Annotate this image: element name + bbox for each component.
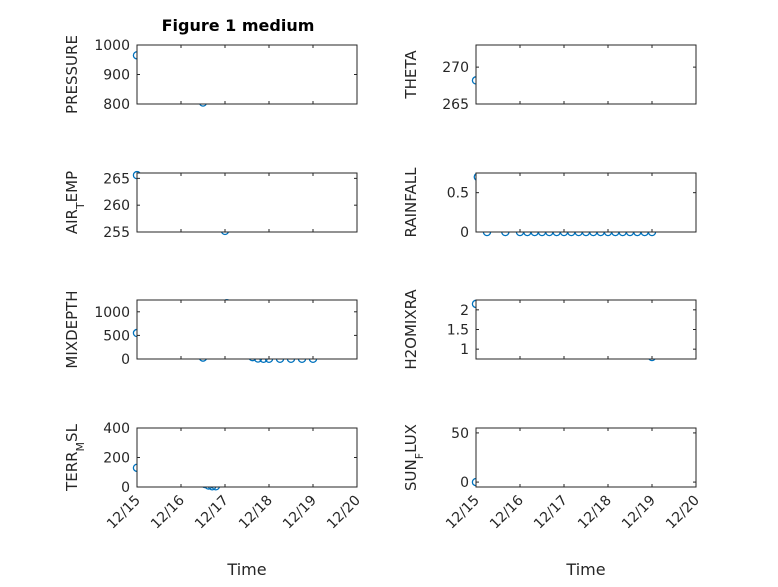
y-tick-label: 265 — [103, 171, 130, 187]
y-axis-label: RAINFALL — [402, 167, 420, 238]
y-axis-label: MIXDEPTH — [63, 290, 81, 368]
x-tick-label: 12/15 — [443, 493, 483, 533]
x-tick-label: 12/19 — [619, 493, 659, 533]
y-axis-label: PRESSURE — [63, 35, 81, 114]
y-tick-label: 0 — [460, 225, 469, 241]
axes-box — [136, 44, 358, 105]
y-tick-label: 0.5 — [447, 186, 469, 202]
subplot-pressure: 800 900 1000 PRESSURE — [63, 35, 358, 114]
y-axis-label: AIRTEMP — [63, 171, 87, 234]
y-tick-label: 0 — [460, 475, 469, 491]
axes-box — [475, 172, 697, 233]
y-axis-label: H2OMIXRA — [402, 289, 420, 370]
y-tick-label: 260 — [103, 198, 130, 214]
x-tick-label: 12/17 — [531, 493, 571, 533]
y-tick-label: 400 — [103, 421, 130, 437]
figure-title: Figure 1 medium — [162, 16, 315, 35]
y-tick-label: 1.5 — [447, 323, 469, 339]
y-tick-label: 265 — [442, 97, 469, 113]
x-tick-label: 12/16 — [487, 492, 527, 532]
y-tick-label: 0 — [121, 352, 130, 368]
y-tick-label: 500 — [103, 328, 130, 344]
x-axis-label: Time — [226, 560, 266, 579]
y-tick-label: 800 — [103, 97, 130, 113]
y-tick-label: 50 — [451, 426, 469, 442]
x-axis-label: Time — [565, 560, 605, 579]
subplot-terr-msl: 0 200 400 12/15 12/16 12/17 12/18 12/19 12/20 TER… — [63, 421, 364, 579]
y-tick-label: 270 — [442, 60, 469, 76]
y-tick-label: 1 — [460, 342, 469, 358]
y-tick-label: 900 — [103, 68, 130, 84]
y-tick-label: 0 — [121, 480, 130, 496]
y-tick-label: 2 — [460, 303, 469, 319]
subplot-rainfall: 0 0.5 RAINFALL — [402, 167, 697, 241]
subplot-sun-flux: 0 50 12/15 12/16 12/17 12/18 12/19 12/20 SUNFLUX… — [402, 424, 703, 579]
y-tick-label: 255 — [103, 225, 130, 241]
axes-box — [136, 172, 358, 233]
x-tick-label: 12/20 — [324, 493, 364, 533]
axes-box — [475, 299, 697, 360]
y-axis-label: SUNFLUX — [402, 424, 426, 491]
axes-box — [475, 427, 697, 488]
subplot-mixdepth: 0 500 1000 MIXDEPTH — [63, 290, 358, 369]
subplot-theta: 265 270 THETA — [402, 44, 697, 113]
x-tick-label: 12/16 — [148, 492, 188, 532]
axes-box — [136, 299, 358, 360]
y-axis-label: THETA — [402, 50, 420, 100]
axes-box — [136, 427, 358, 488]
y-tick-label: 1000 — [94, 38, 130, 54]
x-tick-label: 12/18 — [236, 493, 276, 533]
y-axis-label: TERRMSL — [63, 423, 87, 492]
x-tick-label: 12/15 — [104, 493, 144, 533]
subplot-h2omixra: 1 1.5 2 H2OMIXRA — [402, 289, 697, 370]
x-tick-label: 12/18 — [575, 493, 615, 533]
y-tick-label: 1000 — [94, 305, 130, 321]
x-tick-label: 12/17 — [192, 493, 232, 533]
x-tick-label: 12/19 — [280, 493, 320, 533]
y-tick-label: 200 — [103, 451, 130, 467]
subplot-air-temp: 255 260 265 AIRTEMP — [63, 171, 358, 241]
x-tick-label: 12/20 — [663, 493, 703, 533]
axes-box — [475, 44, 697, 105]
